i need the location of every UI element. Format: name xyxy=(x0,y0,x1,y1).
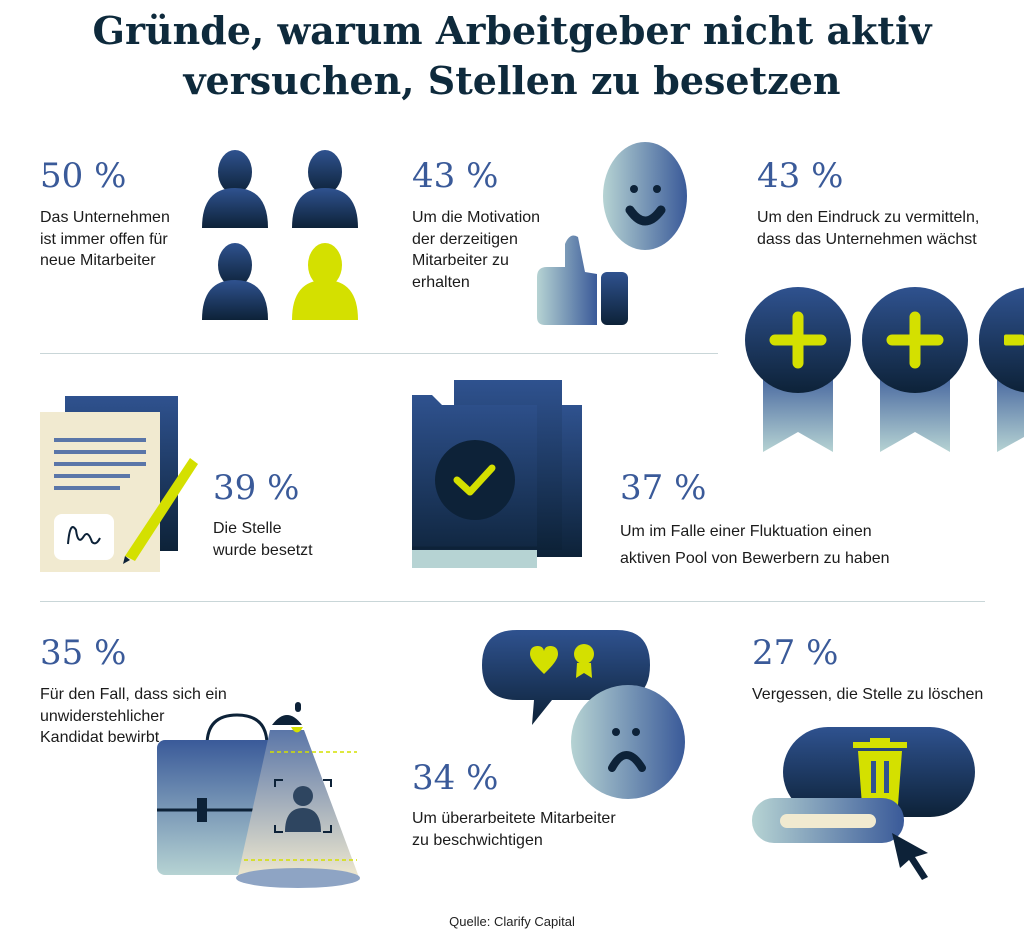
stat-description: Um die Motivation der derzeitigen Mitarb… xyxy=(412,207,540,293)
stat-percent: 37 % xyxy=(620,468,707,508)
text-line: Die Stelle xyxy=(213,520,282,537)
text-line: neue Mitarbeiter xyxy=(40,252,156,269)
stat-percent: 34 % xyxy=(412,758,499,798)
stat-description: Vergessen, die Stelle zu löschen xyxy=(752,684,983,706)
text-line: Um den Eindruck zu vermitteln, xyxy=(757,209,980,226)
heart-icon xyxy=(530,646,558,674)
cursor-icon xyxy=(892,833,928,880)
folder-check-icon xyxy=(412,380,582,568)
text-line: Um überarbeitete Mitarbeiter xyxy=(412,810,616,827)
text-line: zu beschwichtigen xyxy=(412,831,543,849)
signed-document-icon xyxy=(40,396,198,572)
text-line: Mitarbeiter zu xyxy=(412,252,509,269)
award-icon xyxy=(574,644,594,664)
page-title: Gründe, warum Arbeitgeber nicht aktiv ve… xyxy=(0,6,1024,106)
stat-description: Um den Eindruck zu vermitteln, dass das … xyxy=(757,207,979,250)
thumbs-up-smiley-icon xyxy=(537,142,687,325)
trash-icon xyxy=(853,742,907,748)
text-line: aktiven Pool von Bewerbern zu haben xyxy=(620,550,890,567)
trash-delete-icon xyxy=(752,727,975,880)
text-line: Um die Motivation xyxy=(412,209,541,226)
stat-percent: 43 % xyxy=(757,156,844,196)
title-line-2: versuchen, Stellen zu besetzen xyxy=(183,58,841,103)
title-line-1: Gründe, warum Arbeitgeber nicht aktiv xyxy=(92,8,932,53)
speech-bubble-icon xyxy=(482,630,650,725)
sad-face-icon xyxy=(571,685,685,799)
text-line: Vergessen, die Stelle zu löschen xyxy=(752,686,984,703)
thumbs-up-icon xyxy=(537,235,597,325)
stat-percent: 39 % xyxy=(213,468,300,508)
text-line: wurde besetzt xyxy=(213,541,313,559)
text-line: Kandidat bewirbt xyxy=(40,729,160,746)
text-line: unwiderstehlicher xyxy=(40,707,165,725)
source-note: Quelle: Clarify Capital xyxy=(449,914,575,929)
text-line: erhalten xyxy=(412,273,470,291)
stat-percent: 50 % xyxy=(40,156,127,196)
stat-percent: 27 % xyxy=(752,633,839,673)
stat-description: Die Stelle wurde besetzt xyxy=(213,518,313,561)
plus-badges-icon xyxy=(745,287,1024,452)
stat-percent: 35 % xyxy=(40,633,127,673)
text-line: Um im Falle einer Fluktuation einen xyxy=(620,523,872,540)
text-line: der derzeitigen xyxy=(412,230,518,248)
smiley-face-icon xyxy=(603,142,687,250)
stat-description: Für den Fall, dass sich ein unwiderstehl… xyxy=(40,684,227,749)
people-icon xyxy=(202,150,358,320)
text-line: Das Unternehmen xyxy=(40,209,170,226)
text-line: Für den Fall, dass sich ein xyxy=(40,686,227,703)
briefcase-spotlight-icon xyxy=(157,702,360,888)
stat-description: Um im Falle einer Fluktuation einen akti… xyxy=(620,518,890,572)
divider xyxy=(40,353,718,354)
stat-percent: 43 % xyxy=(412,156,499,196)
divider xyxy=(40,601,985,602)
stat-description: Um überarbeitete Mitarbeiter zu beschwic… xyxy=(412,808,616,851)
speech-bubble-sad-face-icon xyxy=(482,630,685,799)
text-line: dass das Unternehmen wächst xyxy=(757,230,977,248)
text-line: ist immer offen für xyxy=(40,230,168,248)
spotlight-icon xyxy=(237,730,360,880)
stat-description: Das Unternehmen ist immer offen für neue… xyxy=(40,207,170,272)
